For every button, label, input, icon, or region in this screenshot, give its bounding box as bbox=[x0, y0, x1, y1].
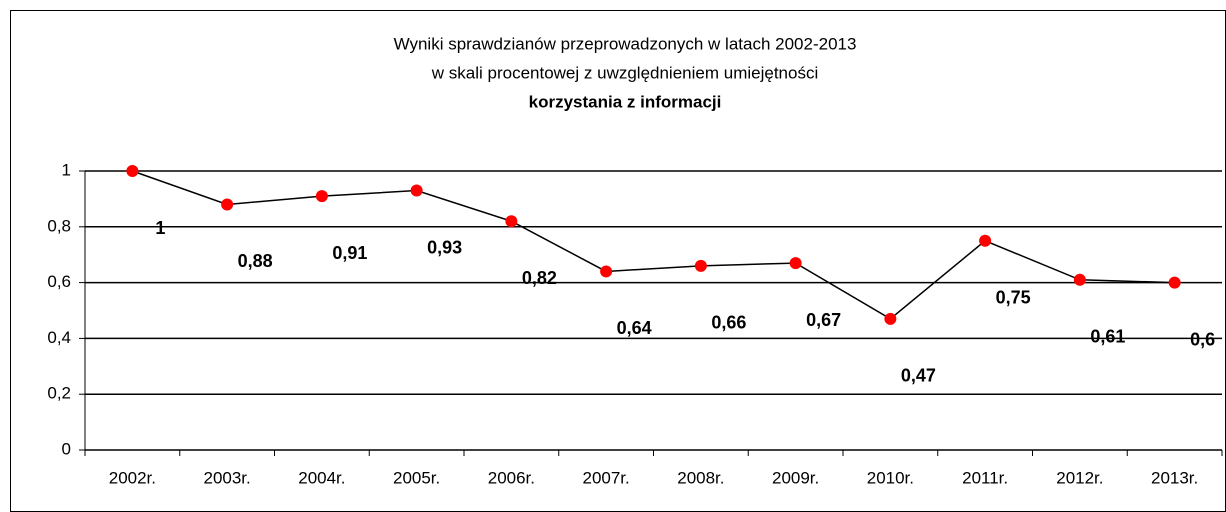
x-tick-label: 2009r. bbox=[772, 468, 819, 487]
x-tick-label: 2005r. bbox=[393, 468, 440, 487]
y-tick-label: 0,4 bbox=[47, 328, 71, 347]
x-tick-label: 2006r. bbox=[488, 468, 535, 487]
marker bbox=[1073, 273, 1086, 286]
marker bbox=[979, 234, 992, 247]
y-tick-label: 0,6 bbox=[47, 272, 71, 291]
x-tick-label: 2011r. bbox=[962, 468, 1008, 487]
marker bbox=[410, 184, 423, 197]
chart-title: Wyniki sprawdzianów przeprowadzonych w l… bbox=[394, 34, 857, 53]
chart-title: w skali procentowej z uwzględnieniem umi… bbox=[431, 63, 818, 82]
x-tick-label: 2004r. bbox=[298, 468, 345, 487]
marker bbox=[600, 265, 613, 278]
x-tick-label: 2002r. bbox=[109, 468, 156, 487]
line bbox=[132, 170, 1175, 320]
marker bbox=[221, 198, 234, 211]
marker bbox=[694, 259, 707, 272]
x-tick-label: 2008r. bbox=[677, 468, 724, 487]
data-label: 0,93 bbox=[427, 237, 462, 257]
y-tick-label: 1 bbox=[62, 160, 71, 179]
data-label: 0,66 bbox=[711, 313, 746, 333]
x-tick-label: 2013r. bbox=[1151, 468, 1198, 487]
x-tick-label: 2012r. bbox=[1056, 468, 1103, 487]
x-tick-label: 2007r. bbox=[582, 468, 629, 487]
data-label: 0,64 bbox=[617, 318, 652, 338]
data-label: 0,47 bbox=[901, 366, 936, 386]
data-label: 1 bbox=[155, 218, 165, 238]
chart-title: korzystania z informacji bbox=[529, 92, 722, 111]
marker bbox=[1168, 276, 1181, 289]
x-tick-label: 2003r. bbox=[203, 468, 250, 487]
marker bbox=[884, 312, 897, 325]
data-label: 0,82 bbox=[522, 268, 557, 288]
x-tick-label: 2010r. bbox=[867, 468, 914, 487]
data-label: 0,6 bbox=[1190, 329, 1215, 349]
data-label: 0,67 bbox=[806, 310, 841, 330]
marker bbox=[315, 190, 328, 203]
marker bbox=[789, 257, 802, 270]
data-label: 0,75 bbox=[996, 288, 1031, 308]
chart-frame bbox=[10, 10, 1226, 512]
marker bbox=[126, 165, 139, 177]
y-tick-label: 0,8 bbox=[47, 216, 71, 235]
marker bbox=[505, 215, 518, 228]
data-label: 0,91 bbox=[332, 243, 367, 263]
y-tick-label: 0 bbox=[62, 439, 71, 458]
y-tick-label: 0,2 bbox=[47, 384, 71, 403]
data-label: 0,61 bbox=[1090, 327, 1125, 347]
data-label: 0,88 bbox=[238, 251, 273, 271]
